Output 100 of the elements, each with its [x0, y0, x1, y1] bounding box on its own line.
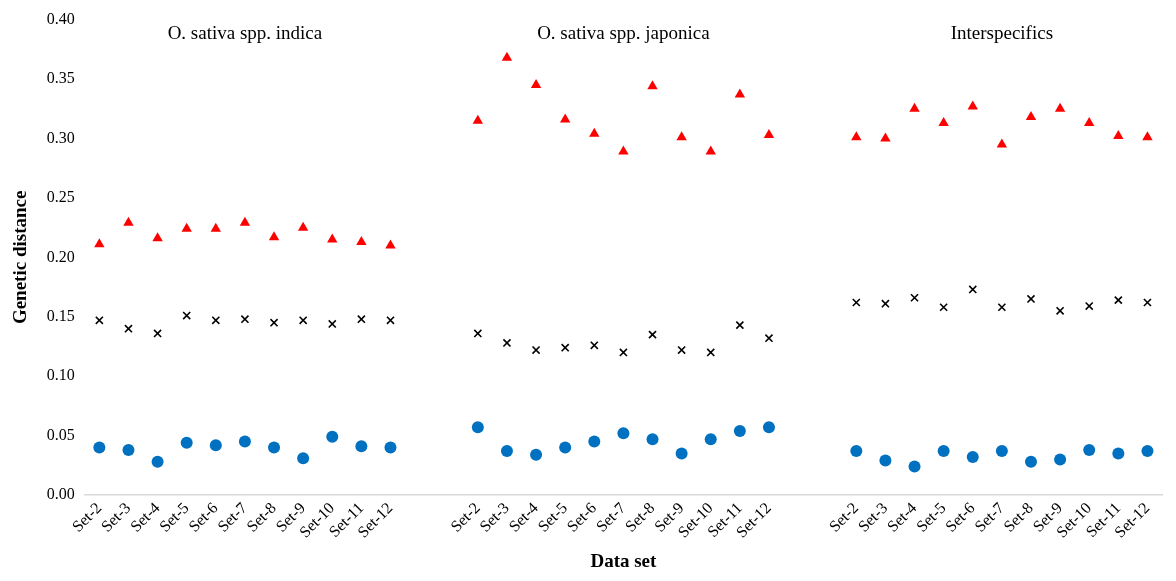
point — [151, 455, 164, 468]
point — [124, 324, 133, 333]
point — [735, 320, 745, 330]
point — [94, 238, 105, 248]
y-tick-label: 0.35 — [46, 69, 75, 87]
point — [968, 285, 978, 294]
point — [647, 80, 658, 90]
point — [646, 433, 659, 446]
point — [471, 421, 484, 434]
point — [966, 451, 979, 464]
point — [763, 128, 775, 138]
point — [1026, 294, 1036, 304]
point — [357, 314, 366, 324]
point — [93, 441, 106, 454]
point — [211, 316, 221, 325]
point — [153, 329, 162, 338]
point — [500, 445, 513, 458]
point — [560, 343, 570, 353]
point — [706, 348, 716, 357]
y-tick-label: 0.30 — [46, 128, 75, 146]
point — [122, 443, 135, 456]
y-tick-label: 0.40 — [46, 9, 75, 27]
point — [589, 127, 600, 137]
point — [180, 436, 193, 449]
point — [1024, 455, 1037, 468]
point — [472, 114, 484, 124]
y-tick-label: 0.10 — [46, 366, 75, 384]
x-axis-title: Data set — [590, 549, 658, 571]
point — [239, 216, 251, 226]
point — [881, 299, 890, 309]
point — [939, 302, 948, 312]
point — [181, 222, 192, 232]
annotation: O. sativa spp. indica — [167, 21, 323, 43]
point — [1084, 117, 1095, 127]
point — [1025, 111, 1037, 121]
point — [1142, 131, 1153, 141]
point — [879, 454, 892, 467]
y-tick-label: 0.05 — [46, 425, 75, 443]
point — [182, 311, 192, 320]
point — [764, 333, 774, 343]
point — [297, 221, 309, 231]
point — [1113, 130, 1124, 140]
point — [326, 430, 339, 443]
point — [95, 316, 104, 325]
point — [385, 239, 396, 249]
point — [937, 445, 950, 458]
point — [123, 216, 134, 226]
point — [909, 102, 920, 112]
point — [1141, 445, 1154, 458]
y-tick-label: 0.00 — [46, 485, 75, 503]
y-tick-label: 0.20 — [46, 247, 75, 265]
point — [1143, 298, 1152, 307]
y-tick-label: 0.15 — [46, 306, 75, 324]
point — [269, 318, 279, 328]
point — [1083, 443, 1096, 456]
point — [1084, 301, 1094, 311]
point — [356, 235, 367, 245]
point — [210, 222, 222, 232]
y-axis-title: Genetic distance — [9, 190, 31, 325]
point — [677, 345, 686, 355]
point — [705, 145, 716, 155]
point — [997, 302, 1007, 312]
point — [531, 345, 541, 355]
point — [152, 232, 163, 242]
annotation: O. sativa spp. japonica — [537, 21, 711, 43]
point — [618, 145, 629, 155]
point — [530, 448, 543, 461]
point — [589, 340, 599, 350]
point — [240, 314, 250, 324]
point — [355, 440, 368, 453]
point — [675, 447, 688, 460]
y-tick-label: 0.25 — [46, 188, 75, 206]
point — [733, 424, 746, 437]
point — [908, 460, 921, 473]
point — [327, 319, 337, 329]
point — [386, 316, 395, 325]
point — [530, 78, 542, 88]
point — [327, 233, 338, 243]
point — [851, 298, 861, 307]
point — [762, 421, 775, 434]
point — [938, 117, 949, 127]
point — [1054, 453, 1067, 466]
point — [1112, 447, 1125, 460]
point — [648, 330, 657, 339]
point — [619, 348, 628, 357]
point — [473, 329, 483, 338]
point — [501, 51, 513, 61]
point — [238, 435, 251, 448]
point — [268, 231, 280, 241]
point — [298, 316, 308, 325]
point — [1113, 295, 1123, 305]
point — [1054, 102, 1066, 112]
point — [995, 445, 1008, 458]
point — [851, 131, 862, 141]
point — [910, 293, 919, 303]
point — [588, 435, 601, 448]
annotation: Interspecifics — [950, 21, 1054, 43]
point — [502, 338, 512, 348]
point — [617, 427, 630, 440]
point — [676, 131, 687, 141]
